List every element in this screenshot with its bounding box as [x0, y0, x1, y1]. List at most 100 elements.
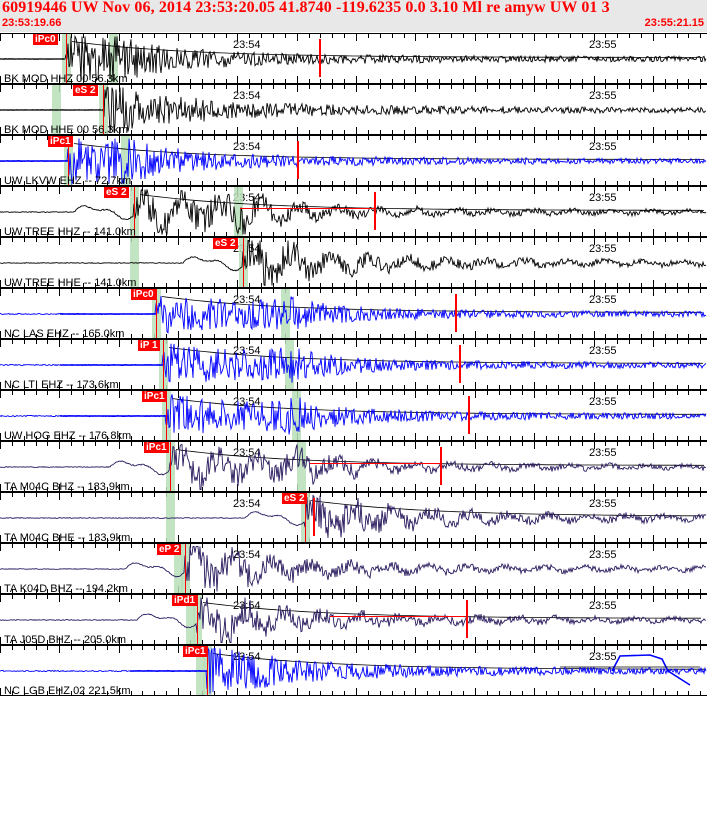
- phase-pick-label[interactable]: iPc1: [144, 442, 169, 453]
- phase-pick-label[interactable]: iPc0: [33, 34, 58, 45]
- tick-mark: [178, 178, 179, 185]
- tick-mark: [451, 187, 452, 191]
- tick-mark: [641, 79, 642, 83]
- phase-pick-line[interactable]: [197, 595, 198, 644]
- trace-row[interactable]: eS 2 23:54 23:55 BK MOD HHE 00 56.3km: [0, 84, 707, 135]
- channel-label[interactable]: TA K04D BHZ -- 194.2km: [4, 583, 128, 594]
- phase-pick-line[interactable]: [103, 85, 104, 134]
- tick-mark: [332, 436, 333, 440]
- tick-mark: [463, 283, 464, 287]
- phase-pick-line[interactable]: [163, 340, 164, 389]
- waveform-trace[interactable]: [0, 492, 707, 543]
- trace-row[interactable]: iPc1 23:54 23:55 TA M04C BHZ -- 183.9km: [0, 441, 707, 492]
- phase-pick-label[interactable]: iPc0: [131, 289, 156, 300]
- amplitude-marker[interactable]: [374, 192, 376, 230]
- channel-label[interactable]: UW TREE HHE -- 141.0km: [4, 277, 137, 288]
- phase-pick-line[interactable]: [305, 493, 306, 542]
- waveform-trace[interactable]: [0, 288, 707, 339]
- tick-mark: [475, 136, 476, 143]
- tick-mark: [582, 691, 583, 695]
- waveform-trace[interactable]: [0, 390, 707, 441]
- tick-mark: [95, 385, 96, 389]
- channel-label[interactable]: TA M04C BHZ -- 183.9km: [4, 481, 130, 492]
- amplitude-marker[interactable]: [440, 447, 442, 485]
- tick-mark: [404, 487, 405, 491]
- trace-row[interactable]: eS 2 23:54 23:55 UW TREE HHZ -- 141.0km: [0, 186, 707, 237]
- trace-row[interactable]: iP 1 23:54 23:55 NC LTI EHZ -- 173.6km: [0, 339, 707, 390]
- channel-label[interactable]: NC LGB EHZ 02 221.5km: [4, 685, 131, 696]
- tick-mark: [582, 589, 583, 593]
- phase-pick-label[interactable]: eS 2: [282, 493, 307, 504]
- channel-label[interactable]: NC LAS EHZ -- 165.0km: [4, 328, 125, 339]
- trace-row[interactable]: iPc0 23:54 23:55 NC LAS EHZ -- 165.0km: [0, 288, 707, 339]
- amplitude-marker[interactable]: [459, 345, 461, 383]
- phase-pick-line[interactable]: [156, 289, 157, 338]
- phase-pick-label[interactable]: eS 2: [104, 187, 129, 198]
- phase-pick-label[interactable]: eS 2: [73, 85, 98, 96]
- amplitude-marker[interactable]: [297, 141, 299, 179]
- trace-row[interactable]: iPd1 23:54 23:55 TA J05D BHZ -- 205.0km: [0, 594, 707, 645]
- tick-mark: [368, 334, 369, 338]
- amplitude-marker[interactable]: [455, 294, 457, 332]
- waveform-trace[interactable]: [0, 237, 707, 288]
- amplitude-marker[interactable]: [319, 39, 321, 77]
- phase-pick-line[interactable]: [134, 187, 135, 236]
- tick-mark: [249, 640, 250, 644]
- amplitude-measure-bar[interactable]: [240, 208, 375, 209]
- waveform-trace[interactable]: [0, 543, 707, 594]
- channel-label[interactable]: UW HOG EHZ -- 176.8km: [4, 430, 132, 441]
- amplitude-marker[interactable]: [466, 600, 468, 638]
- amplitude-marker[interactable]: [313, 498, 315, 536]
- phase-pick-line[interactable]: [185, 544, 186, 593]
- tick-mark: [24, 391, 25, 395]
- amplitude-marker[interactable]: [468, 396, 470, 434]
- trace-row[interactable]: iPc0 23:54 23:55 BK MOD HHZ 00 56.3km: [0, 33, 707, 84]
- tick-mark: [273, 340, 274, 344]
- tick-mark: [36, 385, 37, 389]
- channel-label[interactable]: UW LKVW EHZ -- 72.7km: [4, 175, 132, 186]
- row-divider: [0, 542, 707, 543]
- tick-mark: [439, 538, 440, 542]
- waveform-trace[interactable]: [0, 33, 707, 84]
- phase-pick-label[interactable]: eS 2: [213, 238, 238, 249]
- trace-row[interactable]: eS 2 23:54 23:55 TA M04C BHE -- 183.9km: [0, 492, 707, 543]
- channel-label[interactable]: TA M04C BHE -- 183.9km: [4, 532, 131, 543]
- tick-mark: [617, 595, 618, 599]
- channel-label[interactable]: TA J05D BHZ -- 205.0km: [4, 634, 127, 645]
- channel-label[interactable]: BK MOD HHE 00 56.3km: [4, 124, 129, 135]
- phase-pick-line[interactable]: [166, 391, 167, 440]
- waveform-trace[interactable]: [0, 135, 707, 186]
- phase-pick-line[interactable]: [66, 34, 67, 83]
- trace-row[interactable]: eP 2 23:54 23:55 TA K04D BHZ -- 194.2km: [0, 543, 707, 594]
- trace-row[interactable]: iPc1 23:54 23:55 NC LGB EHZ 02 221.5km: [0, 645, 707, 696]
- channel-label[interactable]: NC LTI EHZ -- 173.6km: [4, 379, 119, 390]
- waveform-trace[interactable]: [0, 645, 707, 696]
- waveform-trace[interactable]: [0, 339, 707, 390]
- channel-label[interactable]: BK MOD HHZ 00 56.3km: [4, 73, 128, 84]
- waveform-trace[interactable]: [0, 186, 707, 237]
- phase-pick-label[interactable]: iP 1: [138, 340, 160, 351]
- amplitude-measure-bar[interactable]: [310, 463, 440, 464]
- tick-mark: [415, 331, 416, 338]
- tick-mark: [534, 688, 535, 695]
- tick-mark: [665, 85, 666, 89]
- waveform-trace[interactable]: [0, 84, 707, 135]
- trace-row[interactable]: iPc1 23:54 23:55 UW HOG EHZ -- 176.8km: [0, 390, 707, 441]
- amplitude-measure-bar[interactable]: [330, 616, 465, 617]
- channel-label[interactable]: UW TREE HHZ -- 141.0km: [4, 226, 136, 237]
- tick-mark: [119, 433, 120, 440]
- tick-mark: [499, 238, 500, 242]
- phase-pick-label[interactable]: iPc1: [48, 136, 73, 147]
- phase-pick-line[interactable]: [170, 442, 171, 491]
- phase-pick-label[interactable]: eP 2: [157, 544, 182, 555]
- phase-pick-line[interactable]: [243, 238, 244, 287]
- phase-pick-label[interactable]: iPc1: [183, 646, 208, 657]
- tick-mark: [142, 79, 143, 83]
- phase-pick-label[interactable]: iPc1: [142, 391, 167, 402]
- tick-mark: [522, 391, 523, 395]
- phase-pick-line[interactable]: [207, 646, 208, 695]
- phase-pick-line[interactable]: [68, 136, 69, 185]
- trace-row[interactable]: iPc1 23:54 23:55 UW LKVW EHZ -- 72.7km: [0, 135, 707, 186]
- phase-pick-label[interactable]: iPd1: [172, 595, 198, 606]
